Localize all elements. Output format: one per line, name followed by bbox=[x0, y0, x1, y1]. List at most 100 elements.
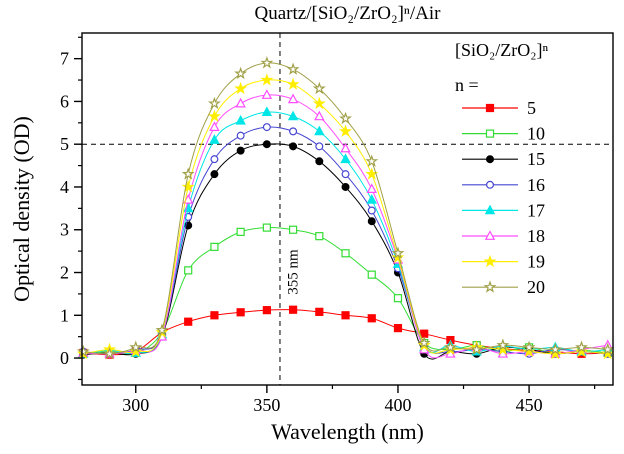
marker-star-filled bbox=[601, 346, 615, 360]
marker-star-open bbox=[496, 338, 510, 351]
marker-star-open bbox=[339, 111, 353, 125]
marker-star-open bbox=[601, 342, 615, 356]
marker-star-open bbox=[155, 323, 169, 336]
marker-square-open bbox=[485, 129, 495, 138]
legend-label: 18 bbox=[527, 226, 545, 246]
marker-circle-filled bbox=[236, 146, 245, 155]
legend-item-n-19: 19 bbox=[462, 252, 545, 272]
x-tick-label: 300 bbox=[122, 395, 149, 415]
marker-circle-open bbox=[367, 206, 376, 215]
marker-square-open bbox=[315, 232, 324, 241]
marker-star-open bbox=[417, 336, 431, 349]
marker-square-open bbox=[393, 294, 403, 303]
marker-triangle-filled bbox=[366, 194, 377, 204]
marker-star-open bbox=[260, 56, 274, 69]
y-tick-label: 6 bbox=[60, 91, 69, 111]
marker-star-open bbox=[575, 340, 589, 353]
y-tick-label: 7 bbox=[60, 49, 69, 69]
marker-square-filled bbox=[393, 324, 403, 333]
legend-item-n-17: 17 bbox=[462, 200, 545, 220]
marker-star-open bbox=[365, 154, 379, 167]
marker-star-open bbox=[443, 340, 457, 353]
marker-triangle-open bbox=[235, 97, 246, 108]
marker-star-filled bbox=[522, 344, 536, 358]
y-tick-label: 0 bbox=[60, 348, 69, 368]
y-tick-label: 3 bbox=[60, 220, 69, 240]
marker-circle-filled bbox=[367, 217, 376, 226]
marker-star-open bbox=[470, 342, 484, 356]
y-tick-label: 2 bbox=[60, 263, 69, 283]
series-n-20 bbox=[76, 56, 615, 360]
marker-circle-filled bbox=[341, 182, 350, 191]
marker-star-filled bbox=[548, 346, 562, 360]
marker-star-open bbox=[234, 66, 248, 80]
marker-triangle-filled bbox=[484, 204, 496, 215]
marker-star-filled bbox=[391, 250, 405, 264]
marker-triangle-open bbox=[261, 89, 273, 99]
legend-label: 10 bbox=[527, 124, 545, 144]
marker-triangle-open bbox=[314, 110, 325, 121]
marker-star-filled bbox=[483, 254, 497, 268]
legend-label: 17 bbox=[527, 200, 545, 220]
marker-square-filled bbox=[341, 311, 350, 320]
marker-star-open bbox=[129, 340, 143, 353]
legend-label: 5 bbox=[527, 98, 536, 118]
marker-square-open bbox=[341, 249, 350, 258]
series-n-19 bbox=[76, 73, 615, 360]
marker-square-open bbox=[288, 225, 298, 234]
marker-circle-open bbox=[236, 131, 245, 140]
y-tick-label: 4 bbox=[60, 177, 69, 197]
marker-square-filled bbox=[288, 305, 298, 314]
marker-star-open bbox=[207, 96, 221, 110]
marker-square-filled bbox=[184, 317, 193, 326]
y-axis-title: Optical density (OD) bbox=[9, 116, 34, 302]
marker-star-filled bbox=[129, 344, 143, 358]
marker-star-filled bbox=[207, 109, 221, 122]
marker-star-open bbox=[286, 62, 300, 75]
legend-item-n-15: 15 bbox=[462, 149, 545, 169]
legend-subtitle: n = bbox=[455, 75, 479, 95]
marker-circle-open bbox=[210, 155, 219, 164]
marker-triangle-open bbox=[287, 93, 299, 104]
marker-star-open bbox=[483, 280, 497, 293]
marker-circle-open bbox=[262, 123, 271, 132]
annotation-355nm: 355 nm bbox=[285, 249, 302, 295]
marker-circle-filled bbox=[210, 170, 219, 179]
legend-label: 19 bbox=[527, 252, 545, 272]
legend-label: 15 bbox=[527, 149, 545, 169]
marker-star-filled bbox=[496, 342, 510, 356]
marker-triangle-filled bbox=[314, 125, 325, 136]
legend-item-n-5: 5 bbox=[462, 98, 536, 118]
y-tick-label: 5 bbox=[60, 134, 69, 154]
x-tick-label: 350 bbox=[253, 395, 280, 415]
marker-circle-open bbox=[289, 127, 298, 136]
marker-star-open bbox=[548, 342, 562, 356]
marker-triangle-filled bbox=[287, 110, 299, 121]
marker-triangle-filled bbox=[261, 106, 273, 117]
marker-square-filled bbox=[315, 307, 324, 316]
marker-star-open bbox=[522, 340, 536, 353]
marker-star-open bbox=[181, 167, 195, 180]
chart-title: Quartz/[SiO₂/ZrO₂]ⁿ/Air bbox=[254, 3, 441, 24]
marker-star-open bbox=[391, 246, 405, 259]
legend-label: 20 bbox=[527, 277, 545, 297]
marker-star-filled bbox=[286, 77, 300, 90]
marker-square-filled bbox=[420, 329, 429, 338]
x-tick-label: 400 bbox=[384, 395, 411, 415]
marker-star-open bbox=[312, 81, 326, 95]
marker-square-open bbox=[236, 227, 245, 236]
marker-triangle-open bbox=[366, 183, 377, 194]
legend-label: 16 bbox=[527, 175, 545, 195]
marker-circle-filled bbox=[486, 155, 495, 164]
marker-triangle-open bbox=[340, 142, 351, 153]
marker-triangle-filled bbox=[235, 114, 246, 125]
marker-square-open bbox=[262, 223, 271, 232]
marker-triangle-open bbox=[484, 230, 496, 240]
legend-item-n-18: 18 bbox=[462, 226, 545, 246]
marker-triangle-open bbox=[209, 121, 220, 131]
marker-circle-open bbox=[486, 180, 495, 189]
legend-item-n-20: 20 bbox=[462, 277, 545, 297]
x-tick-label: 450 bbox=[516, 395, 543, 415]
